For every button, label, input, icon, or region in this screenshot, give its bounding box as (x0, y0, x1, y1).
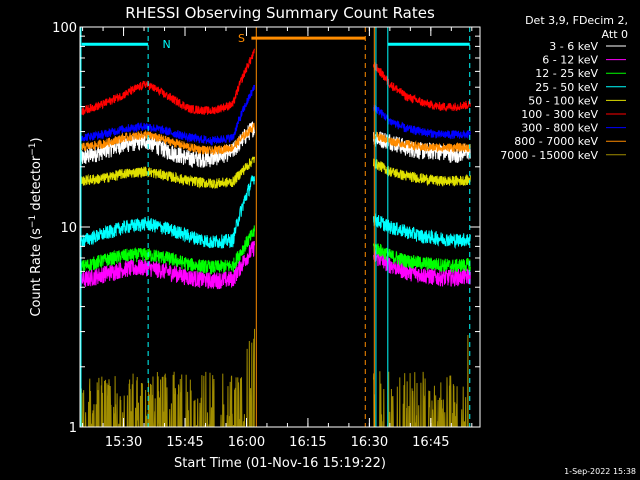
series-7000-15000-line (80, 328, 255, 428)
y-axis-label: Count Rate (s−1 detector−1) (28, 137, 44, 316)
legend-label-6-12: 6 - 12 keV (542, 54, 598, 67)
series-100-300-line (80, 48, 255, 116)
legend-header-line-1: Det 3,9, FDecim 2, (525, 14, 628, 27)
y-tick-label: 10 (60, 221, 77, 236)
legend-label-12-25: 12 - 25 keV (535, 67, 598, 80)
legend-label-25-50: 25 - 50 keV (535, 81, 598, 94)
series-25-50-line (372, 213, 471, 250)
y-tick-label: 100 (52, 21, 77, 36)
x-axis: 15:30 15:45 16:00 16:15 16:30 16:45 (82, 27, 473, 450)
legend-label-50-100: 50 - 100 keV (528, 94, 598, 107)
series-25-50-line (80, 175, 255, 249)
x-tick-label: 15:45 (166, 435, 203, 450)
legend-label-300-800: 300 - 800 keV (521, 122, 598, 135)
x-tick-label: 16:30 (351, 435, 388, 450)
chart-title: RHESSI Observing Summary Count Rates (125, 4, 435, 22)
series-3-6-line (80, 121, 255, 168)
series-12-25-line (80, 225, 255, 275)
series-6-12-line (372, 248, 471, 287)
x-tick-label: 16:15 (289, 435, 326, 450)
series-800-7000-line (80, 122, 255, 156)
legend-label-100-300: 100 - 300 keV (521, 108, 598, 121)
series-100-300-line (372, 62, 471, 113)
footer-date: 1-Sep-2022 15:38 (564, 467, 636, 476)
series-6-12-line (80, 240, 255, 290)
series-50-100-line (80, 156, 255, 189)
legend-label-7000-15000: 7000 - 15000 keV (500, 149, 598, 162)
series-12-25-line (372, 243, 471, 274)
x-tick-label: 15:30 (105, 435, 142, 450)
y-tick-label: 1 (69, 421, 77, 436)
series-50-100-line (372, 158, 471, 187)
x-tick-label: 16:00 (228, 435, 265, 450)
legend-header-line-2: Att 0 (602, 28, 628, 41)
series-800-7000-line (373, 131, 471, 154)
x-axis-label: Start Time (01-Nov-16 15:19:22) (174, 456, 386, 471)
annotation-label-n: N (162, 38, 170, 51)
legend-label-800-7000: 800 - 7000 keV (514, 135, 598, 148)
series-300-800-line (80, 84, 255, 146)
legend-label-3-6: 3 - 6 keV (549, 40, 598, 53)
y-axis: 1 10 100 (52, 21, 480, 436)
x-tick-label: 16:45 (412, 435, 449, 450)
series-300-800-line (373, 104, 471, 140)
annotation-label-s: S (238, 32, 245, 45)
